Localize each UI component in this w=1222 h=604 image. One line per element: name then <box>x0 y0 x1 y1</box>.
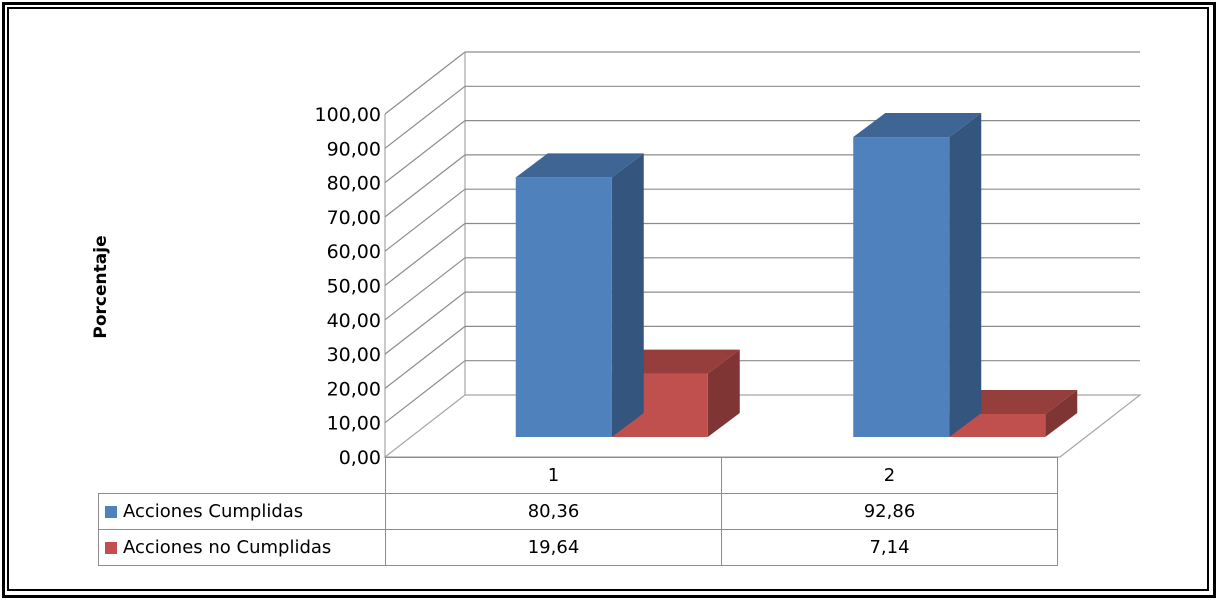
legend-swatch-red <box>105 542 117 554</box>
legend-entry: Acciones Cumplidas <box>98 493 386 530</box>
category-label: 1 <box>385 457 722 494</box>
category-label: 2 <box>721 457 1058 494</box>
data-label: 80,36 <box>385 493 722 530</box>
series-name: Acciones Cumplidas <box>123 501 304 522</box>
y-tick-label: 40,00 <box>327 310 381 332</box>
y-tick-label: 30,00 <box>327 344 381 366</box>
chart-inner-border <box>7 7 1209 591</box>
data-label: 19,64 <box>385 529 722 566</box>
bar-side <box>1045 389 1078 437</box>
gridline-side <box>384 223 466 286</box>
y-tick-label: 50,00 <box>327 276 381 298</box>
gridline-side <box>384 85 466 149</box>
bar <box>853 137 950 437</box>
data-table-row: Acciones no Cumplidas 19,64 7,14 <box>98 529 1058 566</box>
data-table-corner <box>98 457 386 494</box>
y-tick-label: 80,00 <box>327 173 381 195</box>
y-tick-label: 90,00 <box>327 138 381 160</box>
bar-top <box>853 113 982 138</box>
y-tick-label: 20,00 <box>327 378 381 400</box>
gridline-side <box>384 360 466 424</box>
data-label: 7,14 <box>721 529 1058 566</box>
gridline-side <box>384 325 466 389</box>
bar-top <box>515 153 644 178</box>
gridline-side <box>384 51 466 115</box>
data-table: 1 2 Acciones Cumplidas 80,36 92,86 Accio… <box>98 457 1058 566</box>
bar <box>515 177 612 437</box>
bar <box>949 413 1046 437</box>
legend-swatch-blue <box>105 506 117 518</box>
y-tick-label: 60,00 <box>327 241 381 263</box>
data-label: 92,86 <box>721 493 1058 530</box>
bar-side <box>611 153 644 437</box>
series-name: Acciones no Cumplidas <box>123 537 332 558</box>
gridline-side <box>384 291 466 355</box>
legend-entry: Acciones no Cumplidas <box>98 529 386 566</box>
data-table-header-row: 1 2 <box>98 457 1058 494</box>
gridline-side <box>384 257 466 321</box>
gridline-side <box>384 154 466 218</box>
y-axis-label: Porcentaje <box>91 235 111 339</box>
gridline-side <box>384 120 466 184</box>
bar-side <box>949 113 982 438</box>
y-tick-label: 100,00 <box>315 104 381 126</box>
data-table-row: Acciones Cumplidas 80,36 92,86 <box>98 493 1058 530</box>
gridline-side <box>384 188 466 252</box>
bar-side <box>707 349 740 437</box>
y-tick-label: 10,00 <box>327 413 381 435</box>
y-tick-label: 70,00 <box>327 207 381 229</box>
